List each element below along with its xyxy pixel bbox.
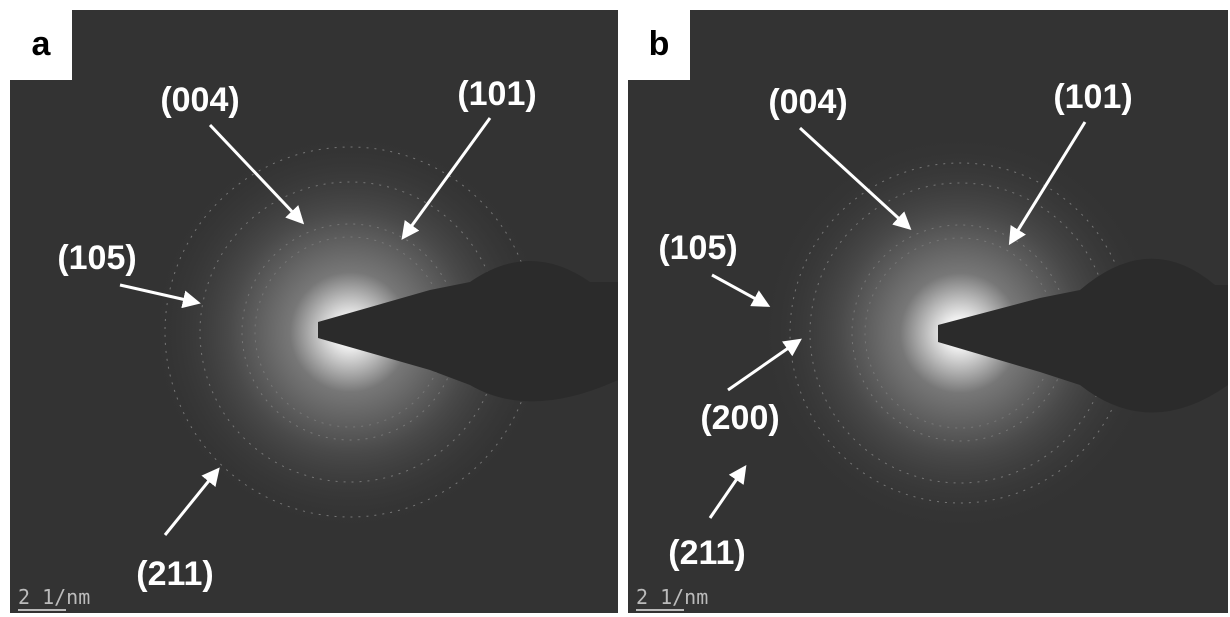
annotation: (101) bbox=[457, 75, 536, 113]
annotation: (105) bbox=[57, 239, 136, 277]
annotation: (101) bbox=[1053, 78, 1132, 116]
annotation: (004) bbox=[768, 83, 847, 121]
panel-label: a bbox=[32, 25, 52, 63]
scale-bar-label: 2 1/nm bbox=[636, 585, 708, 609]
panel-b: b (004) (101) (105) (200) (211) 2 1/nm bbox=[628, 10, 1228, 613]
annotation: (105) bbox=[658, 229, 737, 267]
annotation: (200) bbox=[700, 399, 779, 437]
annotation: (211) bbox=[668, 534, 746, 572]
figure: a (004) (101) (105) (211) 2 1/nm b (004)… bbox=[0, 0, 1230, 617]
annotation: (004) bbox=[160, 81, 239, 119]
annotation: (211) bbox=[136, 555, 214, 593]
panel-label: b bbox=[649, 25, 670, 63]
panel-a: a (004) (101) (105) (211) 2 1/nm bbox=[10, 10, 618, 613]
scale-bar-label: 2 1/nm bbox=[18, 585, 90, 609]
